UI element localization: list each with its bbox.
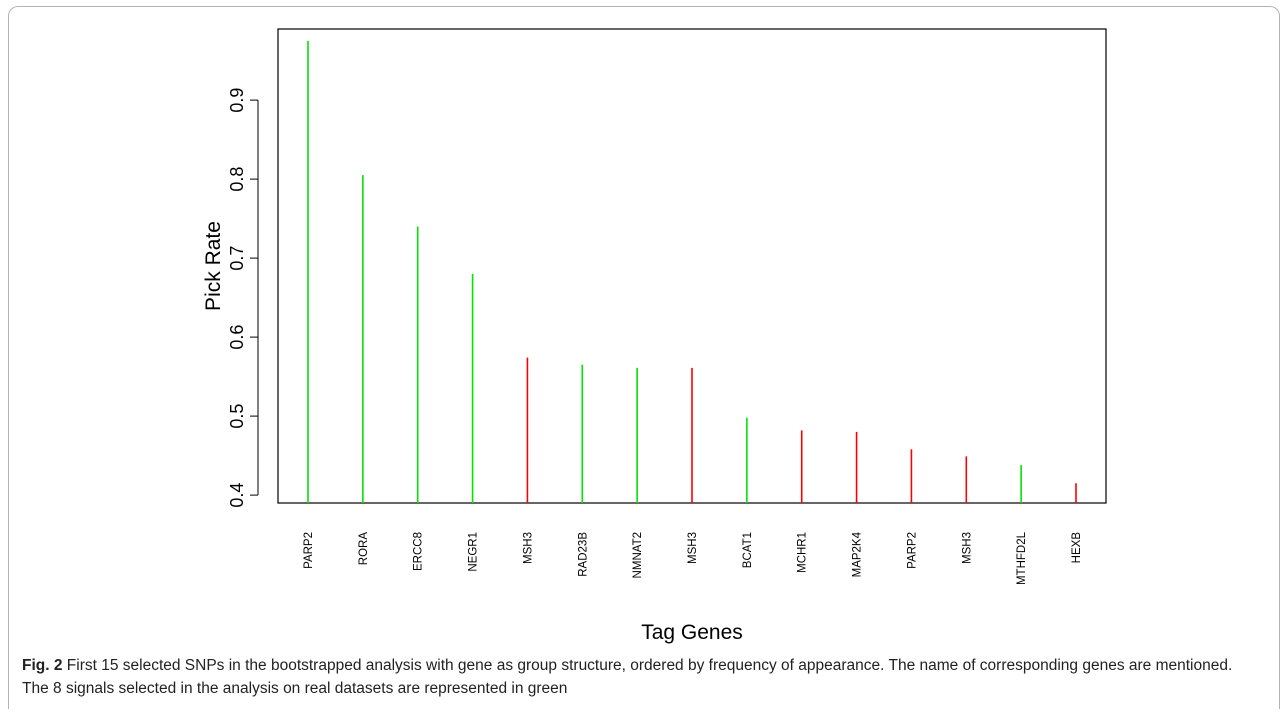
x-tick-label: ERCC8	[413, 532, 425, 571]
caption-label: Fig. 2	[22, 657, 63, 674]
x-tick-label: PARP2	[906, 532, 918, 569]
x-tick-labels: PARP2 RORA ERCC8 NEGR1 MSH3 RAD23B NMNAT2 MSH3 B…	[303, 531, 1083, 585]
pick-rate-chart: 0.4 0.5 0.6 0.7 0.8 0.9 PARP2 RORA ERCC8 NEGR1 MS…	[202, 28, 1107, 644]
x-tick-label: MCHR1	[797, 532, 809, 573]
x-tick-label: HEXB	[1071, 532, 1083, 564]
x-tick-label: MSH3	[522, 532, 534, 564]
x-tick-label: NMNAT2	[632, 532, 644, 578]
figure-frame	[8, 6, 1280, 709]
figure-caption: Fig. 2 First 15 selected SNPs in the boo…	[22, 654, 1262, 700]
x-tick-label: MTHFD2L	[1016, 531, 1028, 585]
x-tick-label: RAD23B	[577, 532, 589, 577]
y-tick-label: 0.7	[227, 246, 247, 271]
y-tick-label: 0.8	[227, 167, 247, 192]
x-tick-label: MAP2K4	[852, 531, 864, 577]
y-axis-label: Pick Rate	[202, 221, 225, 311]
x-tick-label: MSH3	[961, 532, 973, 564]
x-tick-label: RORA	[358, 532, 370, 566]
x-tick-label: BCAT1	[742, 532, 754, 568]
x-tick-label: MSH3	[687, 532, 699, 564]
caption-text: First 15 selected SNPs in the bootstrapp…	[22, 657, 1233, 697]
y-tick-label: 0.6	[227, 325, 247, 350]
x-tick-label: PARP2	[303, 532, 315, 569]
y-tick-label: 0.5	[227, 404, 247, 429]
bars	[307, 40, 1077, 503]
x-tick-label: NEGR1	[468, 532, 480, 572]
x-axis-label: Tag Genes	[641, 621, 743, 644]
y-axis: 0.4 0.5 0.6 0.7 0.8 0.9	[227, 88, 259, 508]
y-tick-label: 0.9	[227, 88, 247, 113]
y-tick-label: 0.4	[227, 483, 247, 508]
